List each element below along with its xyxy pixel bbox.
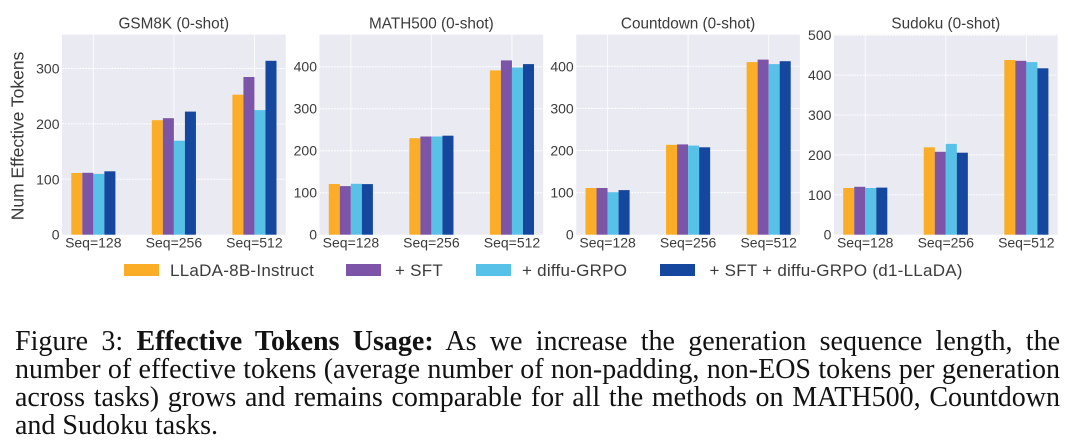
svg-text:Seq=256: Seq=256	[660, 235, 717, 251]
svg-text:300: 300	[294, 101, 318, 117]
svg-text:Seq=128: Seq=128	[579, 235, 636, 251]
svg-text:100: 100	[808, 187, 832, 203]
svg-text:Seq=128: Seq=128	[65, 235, 122, 251]
svg-text:100: 100	[550, 185, 574, 201]
svg-text:Seq=512: Seq=512	[226, 235, 283, 251]
svg-text:200: 200	[550, 143, 574, 159]
svg-text:0: 0	[824, 227, 832, 243]
svg-text:100: 100	[294, 185, 318, 201]
svg-text:Seq=512: Seq=512	[740, 235, 797, 251]
svg-text:Seq=256: Seq=256	[403, 235, 460, 251]
svg-text:Seq=256: Seq=256	[918, 235, 975, 251]
svg-text:300: 300	[550, 100, 574, 116]
svg-text:Countdown (0-shot): Countdown (0-shot)	[621, 16, 755, 33]
svg-text:200: 200	[808, 147, 832, 163]
svg-text:0: 0	[52, 227, 60, 243]
svg-text:0: 0	[309, 227, 317, 243]
svg-text:200: 200	[36, 116, 60, 132]
svg-text:100: 100	[36, 171, 60, 187]
svg-text:Sudoku (0-shot): Sudoku (0-shot)	[891, 16, 1000, 33]
svg-text:GSM8K (0-shot): GSM8K (0-shot)	[119, 16, 230, 33]
svg-text:Seq=256: Seq=256	[146, 235, 203, 251]
svg-text:+ diffu-GRPO: + diffu-GRPO	[522, 261, 627, 280]
svg-text:0: 0	[566, 227, 574, 243]
svg-text:LLaDA-8B-Instruct: LLaDA-8B-Instruct	[170, 261, 314, 280]
svg-text:MATH500 (0-shot): MATH500 (0-shot)	[369, 16, 494, 33]
svg-text:400: 400	[294, 59, 318, 75]
svg-text:+ SFT: + SFT	[395, 261, 443, 280]
svg-text:300: 300	[36, 61, 60, 77]
svg-text:Num Effective Tokens: Num Effective Tokens	[8, 51, 28, 220]
svg-text:400: 400	[808, 67, 832, 83]
svg-text:Seq=512: Seq=512	[484, 235, 541, 251]
svg-text:+ SFT + diffu-GRPO (d1-LLaDA): + SFT + diffu-GRPO (d1-LLaDA)	[710, 261, 963, 280]
svg-text:200: 200	[294, 143, 318, 159]
svg-text:Seq=512: Seq=512	[998, 235, 1055, 251]
svg-text:400: 400	[550, 58, 574, 74]
svg-text:300: 300	[808, 107, 832, 123]
svg-text:Seq=128: Seq=128	[323, 235, 380, 251]
svg-text:500: 500	[808, 27, 832, 43]
svg-text:Seq=128: Seq=128	[837, 235, 894, 251]
